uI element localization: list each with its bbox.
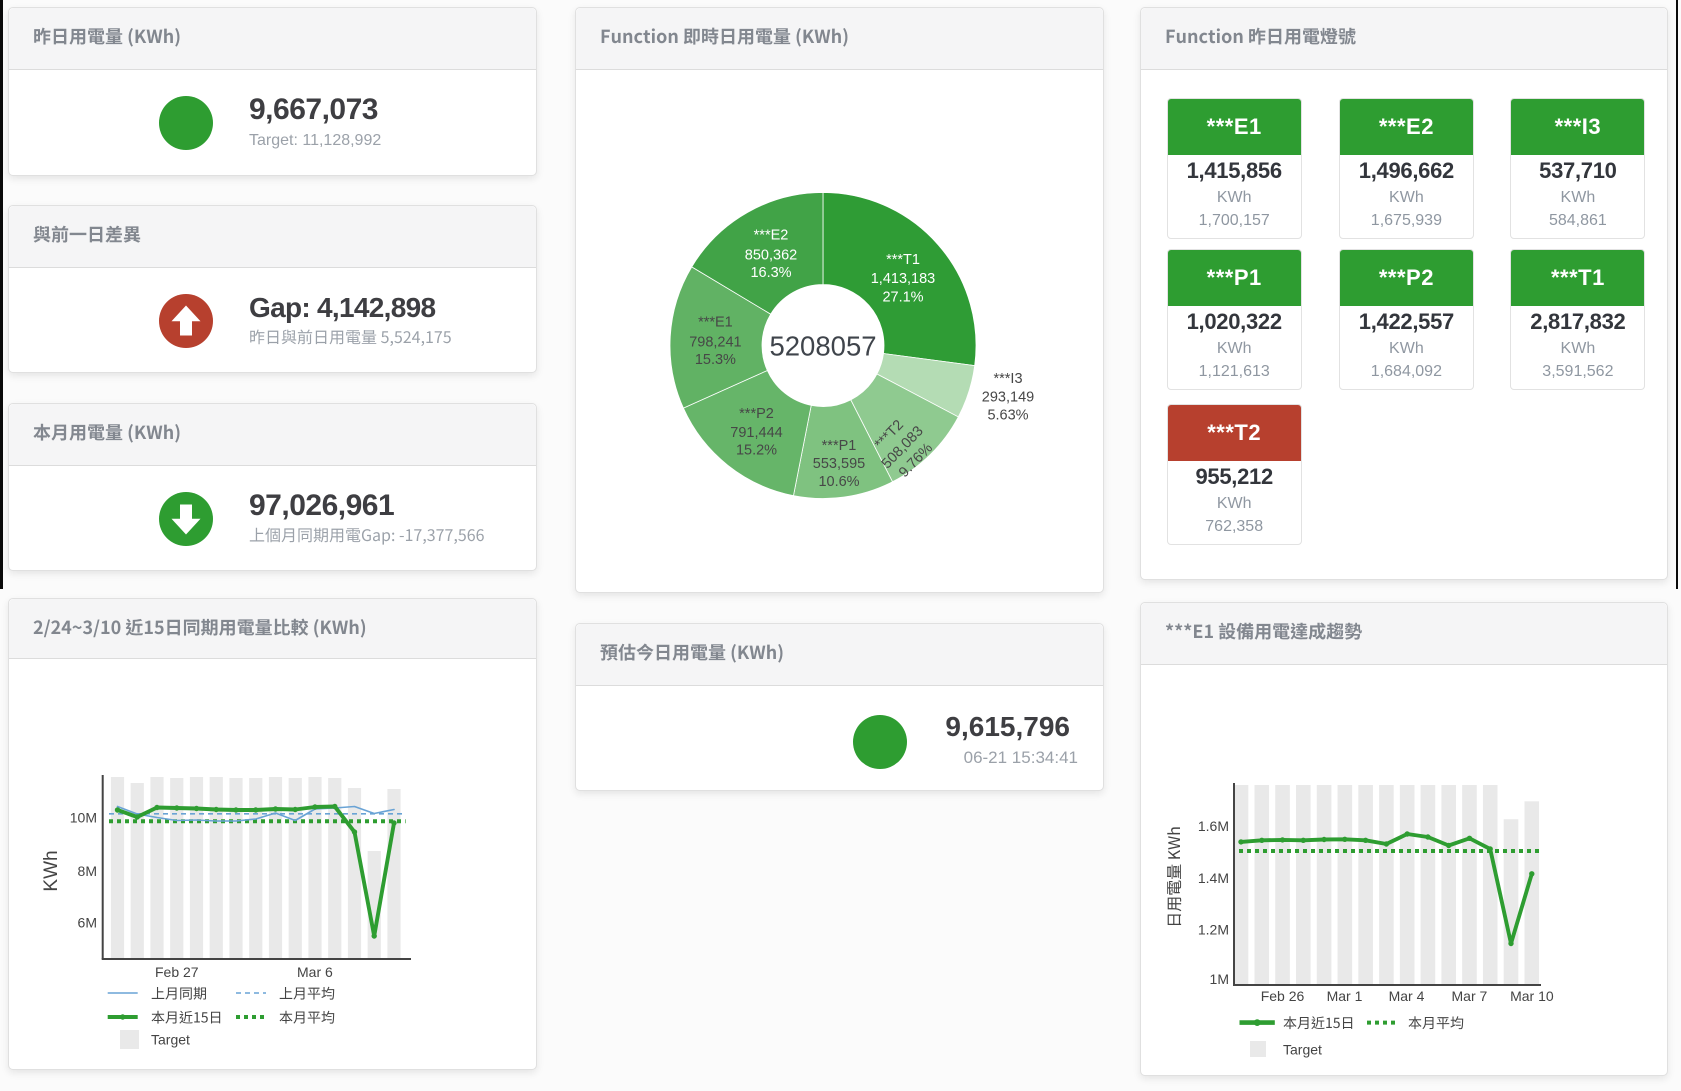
svg-text:27.1%: 27.1%: [882, 290, 923, 306]
svg-text:Target: Target: [1283, 1042, 1322, 1058]
svg-text:Mar 6: Mar 6: [297, 964, 333, 980]
svg-text:Feb 27: Feb 27: [155, 964, 199, 980]
svg-text:1.4M: 1.4M: [1198, 870, 1229, 886]
svg-text:553,595: 553,595: [813, 456, 865, 472]
svg-text:Mar 4: Mar 4: [1389, 988, 1425, 1004]
svg-text:5.63%: 5.63%: [987, 408, 1028, 424]
svg-text:15.3%: 15.3%: [695, 352, 736, 368]
svg-text:Target: Target: [151, 1032, 190, 1048]
svg-text:***I3: ***I3: [993, 371, 1022, 387]
svg-text:293,149: 293,149: [982, 390, 1034, 406]
svg-text:***P1: ***P1: [822, 438, 857, 454]
svg-text:Mar 7: Mar 7: [1452, 988, 1488, 1004]
svg-text:***E1: ***E1: [698, 315, 733, 331]
svg-text:1.2M: 1.2M: [1198, 922, 1229, 938]
svg-text:16.3%: 16.3%: [750, 265, 791, 281]
svg-text:Feb 26: Feb 26: [1261, 988, 1305, 1004]
svg-text:1.6M: 1.6M: [1198, 818, 1229, 834]
svg-text:Mar 1: Mar 1: [1327, 988, 1363, 1004]
svg-text:KWh: KWh: [41, 850, 62, 891]
svg-text:8M: 8M: [78, 863, 97, 879]
svg-text:1M: 1M: [1210, 971, 1229, 987]
svg-text:1,413,183: 1,413,183: [871, 271, 936, 287]
svg-text:15.2%: 15.2%: [736, 443, 777, 459]
svg-text:791,444: 791,444: [730, 425, 782, 441]
svg-text:10M: 10M: [70, 810, 97, 826]
svg-text:10.6%: 10.6%: [818, 474, 859, 490]
svg-text:***E2: ***E2: [754, 228, 789, 244]
svg-text:798,241: 798,241: [689, 335, 741, 351]
svg-text:***T1: ***T1: [886, 252, 920, 268]
svg-text:Mar 10: Mar 10: [1510, 988, 1554, 1004]
svg-text:6M: 6M: [78, 915, 97, 931]
svg-text:5208057: 5208057: [769, 331, 876, 362]
svg-text:850,362: 850,362: [745, 248, 797, 264]
svg-text:***P2: ***P2: [739, 406, 774, 422]
